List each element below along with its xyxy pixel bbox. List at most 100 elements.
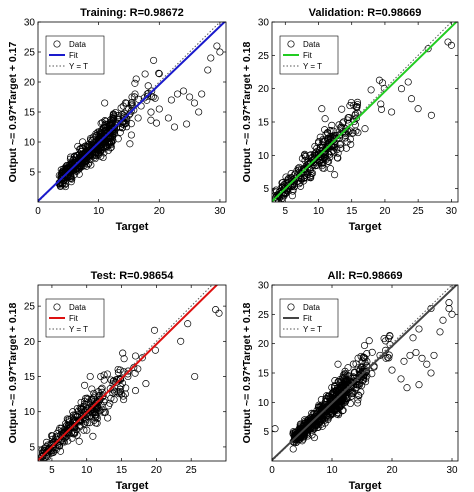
data-point: [284, 177, 292, 185]
data-point: [347, 140, 355, 148]
data-point: [77, 398, 85, 406]
y-tick-label: 15: [258, 118, 270, 129]
data-point: [404, 78, 412, 86]
data-point: [322, 130, 330, 138]
data-point: [321, 115, 329, 123]
data-point: [334, 154, 342, 162]
data-point: [98, 384, 106, 392]
fit-line: [272, 285, 458, 461]
data-point: [291, 170, 299, 178]
y-tick-label: 20: [24, 337, 36, 348]
data-point: [109, 114, 117, 122]
data-point: [150, 326, 159, 334]
data-point: [164, 114, 172, 122]
y-tick-label: 10: [24, 138, 36, 149]
data-point: [94, 404, 102, 412]
data-point: [84, 398, 92, 406]
data-point: [155, 69, 163, 77]
data-point: [76, 422, 84, 431]
data-point: [89, 432, 97, 440]
data-point: [52, 432, 60, 440]
data-point: [101, 99, 109, 107]
x-tick-label: 20: [151, 465, 163, 476]
legend: Data Fit Y = T: [279, 35, 339, 75]
data-point: [99, 393, 107, 401]
data-point: [40, 451, 48, 459]
data-point: [121, 390, 129, 398]
data-point: [60, 426, 68, 434]
x-tick-label: 0: [269, 465, 275, 476]
data-point: [368, 370, 376, 378]
data-point: [118, 124, 126, 132]
data-point: [298, 154, 306, 163]
data-point: [326, 133, 334, 141]
x-tick-label: 10: [313, 206, 325, 217]
x-tick-label: 0: [35, 206, 41, 217]
data-point: [274, 192, 282, 200]
data-point: [336, 130, 344, 138]
data-point: [58, 179, 66, 187]
y-tick-label: 25: [24, 48, 36, 59]
data-point: [204, 66, 212, 74]
data-point: [301, 166, 309, 174]
data-point: [418, 354, 426, 362]
data-point: [110, 396, 118, 404]
data-point: [95, 148, 103, 156]
data-point: [341, 134, 349, 142]
data-point: [75, 437, 83, 445]
data-point: [105, 129, 113, 137]
data-point: [317, 409, 325, 417]
data-point: [331, 396, 339, 404]
data-point: [295, 426, 303, 434]
y-tick-label: 25: [24, 302, 36, 313]
data-point: [328, 121, 336, 129]
data-layer: [38, 285, 223, 461]
data-point: [78, 160, 86, 168]
data-point: [333, 154, 341, 162]
data-point: [127, 131, 135, 139]
data-point: [144, 82, 152, 90]
identity-line: [38, 285, 213, 461]
data-point: [347, 386, 355, 394]
data-point: [101, 144, 109, 152]
data-point: [318, 105, 326, 113]
data-point: [110, 111, 118, 119]
data-point: [59, 167, 67, 175]
data-point: [347, 98, 355, 107]
fit-line: [38, 285, 219, 461]
legend-label: Y = T: [303, 62, 322, 71]
y-tick-label: 30: [24, 18, 36, 29]
fit-line: [272, 22, 458, 202]
data-point: [439, 316, 447, 324]
data-layer: [38, 22, 226, 202]
x-tick-label: 10: [326, 465, 338, 476]
chart-title: Test: R=0.98654: [91, 270, 175, 282]
x-tick-label: 5: [283, 206, 289, 217]
data-point: [134, 365, 142, 373]
data-point: [310, 434, 318, 442]
data-point: [84, 419, 92, 427]
data-point: [388, 108, 396, 116]
data-point: [315, 402, 323, 411]
data-point: [107, 376, 115, 384]
legend-marker-data: [53, 303, 61, 311]
x-tick-label: 30: [446, 206, 458, 217]
data-point: [342, 144, 350, 152]
data-point: [38, 453, 46, 461]
chart-title: All: R=0.98669: [328, 270, 403, 282]
data-point: [68, 165, 76, 173]
y-tick-label: 25: [258, 310, 270, 321]
data-point: [109, 389, 117, 397]
legend-marker-data: [287, 303, 295, 311]
data-point: [81, 381, 89, 389]
legend-marker-data: [53, 40, 61, 48]
data-point: [103, 370, 111, 378]
data-point: [80, 426, 88, 434]
data-point: [97, 385, 105, 393]
legend: Data Fit Y = T: [279, 298, 339, 338]
data-point: [406, 351, 414, 359]
data-point: [386, 331, 394, 340]
data-point: [384, 353, 392, 361]
data-point: [300, 171, 309, 179]
